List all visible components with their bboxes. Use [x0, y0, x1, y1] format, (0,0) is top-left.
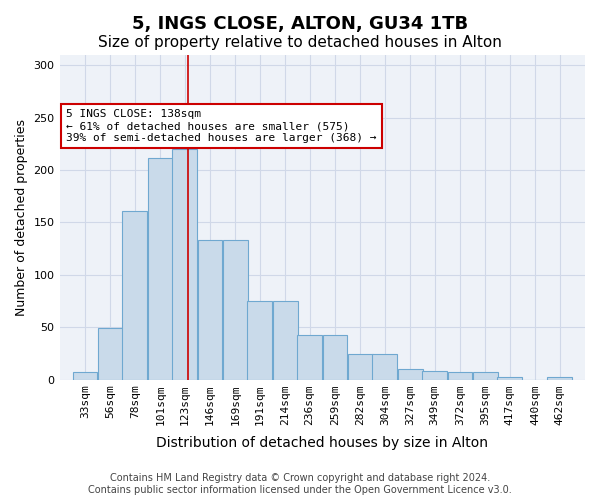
Bar: [197, 240, 223, 380]
Text: Contains HM Land Registry data © Crown copyright and database right 2024.
Contai: Contains HM Land Registry data © Crown c…: [88, 474, 512, 495]
Bar: [98, 328, 123, 380]
X-axis label: Distribution of detached houses by size in Alton: Distribution of detached houses by size …: [156, 436, 488, 450]
Bar: [223, 240, 248, 380]
Bar: [547, 378, 572, 380]
Bar: [273, 301, 298, 380]
Bar: [373, 354, 397, 380]
Bar: [448, 372, 472, 380]
Bar: [172, 149, 197, 380]
Bar: [323, 334, 347, 380]
Bar: [497, 378, 522, 380]
Bar: [247, 301, 272, 380]
Text: Size of property relative to detached houses in Alton: Size of property relative to detached ho…: [98, 35, 502, 50]
Bar: [398, 369, 422, 380]
Bar: [297, 334, 322, 380]
Text: 5, INGS CLOSE, ALTON, GU34 1TB: 5, INGS CLOSE, ALTON, GU34 1TB: [132, 15, 468, 33]
Text: 5 INGS CLOSE: 138sqm
← 61% of detached houses are smaller (575)
39% of semi-deta: 5 INGS CLOSE: 138sqm ← 61% of detached h…: [66, 110, 377, 142]
Bar: [73, 372, 97, 380]
Bar: [422, 371, 447, 380]
Bar: [148, 158, 173, 380]
Bar: [348, 354, 373, 380]
Y-axis label: Number of detached properties: Number of detached properties: [15, 119, 28, 316]
Bar: [122, 211, 147, 380]
Bar: [473, 372, 498, 380]
